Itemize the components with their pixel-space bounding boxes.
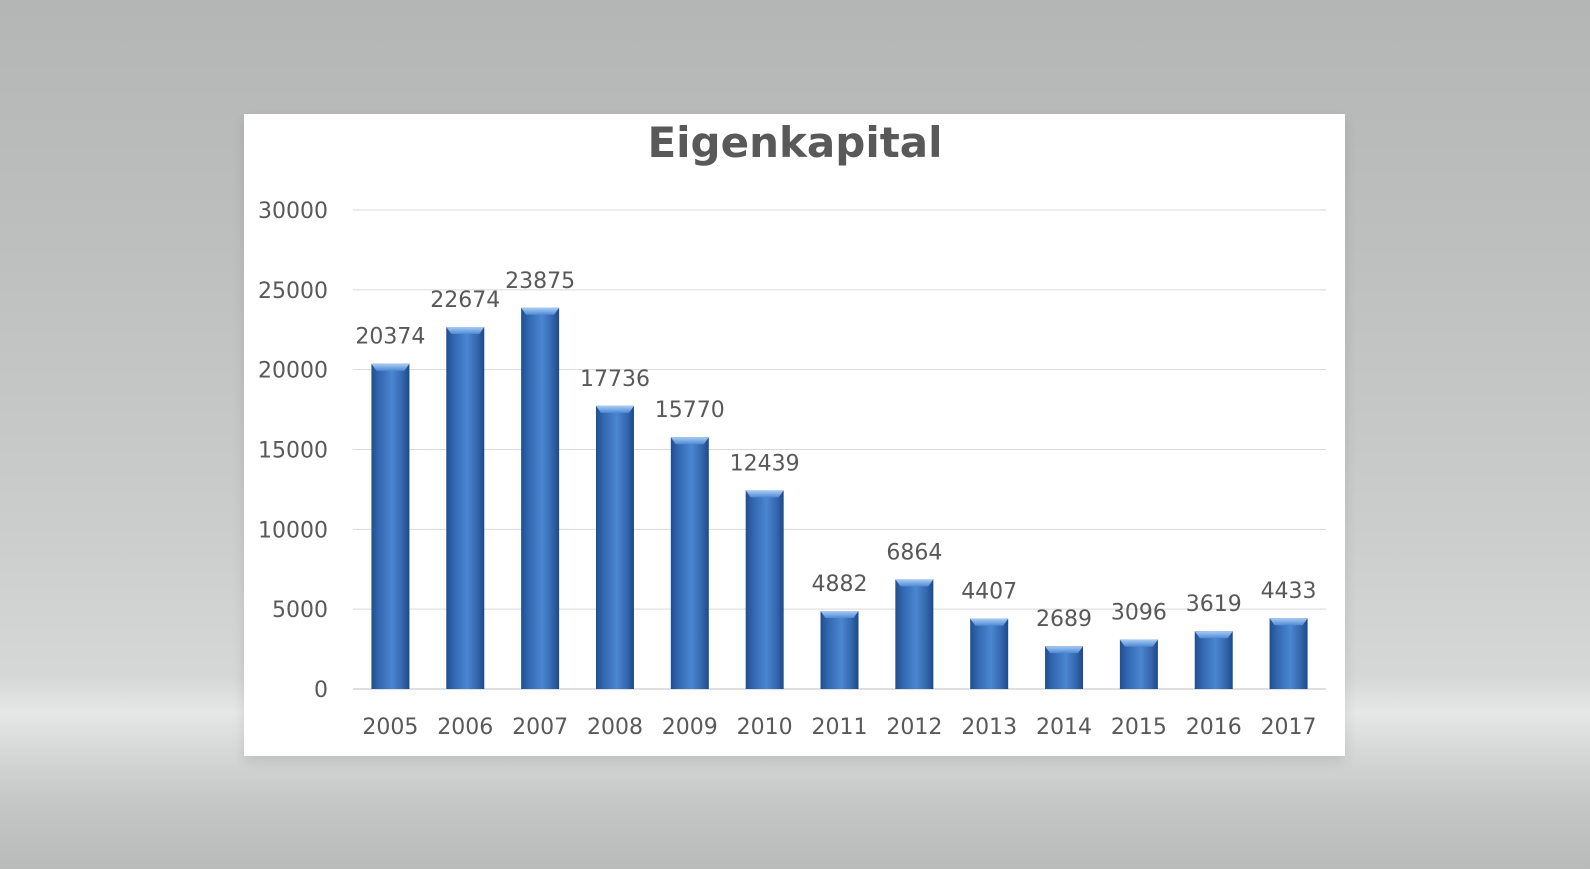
y-axis-ticks: 0 5000 10000 15000 20000 25000 30000: [258, 199, 328, 703]
data-label: 6864: [886, 540, 942, 565]
bar-top-highlight: [745, 490, 784, 498]
bar-top-highlight: [446, 326, 485, 334]
y-tick-label: 0: [314, 678, 328, 703]
x-tick-label: 2011: [812, 715, 868, 740]
gridlines: [353, 209, 1326, 690]
bar-top-highlight: [970, 618, 1009, 626]
bar: [895, 579, 934, 689]
x-tick-label: 2007: [512, 715, 568, 740]
bar-top-highlight: [595, 405, 634, 413]
data-label: 4433: [1261, 579, 1317, 604]
data-label: 12439: [730, 451, 800, 476]
bar: [820, 611, 859, 689]
bar-top-highlight: [895, 579, 934, 587]
y-tick-label: 5000: [272, 598, 328, 623]
x-tick-label: 2010: [737, 715, 793, 740]
bar-top-highlight: [1269, 618, 1308, 626]
data-label: 20374: [355, 325, 425, 350]
bar: [1194, 631, 1233, 689]
x-tick-label: 2008: [587, 715, 643, 740]
data-label: 17736: [580, 367, 650, 392]
data-label: 2689: [1036, 607, 1092, 632]
x-tick-label: 2016: [1186, 715, 1242, 740]
bars: [371, 307, 1308, 689]
x-tick-label: 2005: [362, 715, 418, 740]
y-tick-label: 30000: [258, 199, 328, 224]
bar-top-highlight: [820, 611, 859, 619]
bar-top-highlight: [371, 363, 410, 371]
x-tick-label: 2009: [662, 715, 718, 740]
chart-card: [244, 114, 1345, 756]
data-label: 15770: [655, 398, 725, 423]
x-tick-label: 2013: [961, 715, 1017, 740]
data-label: 22674: [430, 288, 500, 313]
x-tick-label: 2017: [1261, 715, 1317, 740]
bar-top-highlight: [1194, 631, 1233, 639]
data-label: 3619: [1186, 592, 1242, 617]
bar-top-highlight: [521, 307, 560, 315]
chart-title: Eigenkapital: [647, 118, 943, 167]
data-label: 4882: [812, 572, 868, 597]
data-label: 23875: [505, 269, 575, 294]
bar: [1269, 618, 1308, 689]
bar: [595, 405, 634, 689]
bar: [1119, 639, 1158, 689]
bar: [371, 363, 410, 689]
data-label: 3096: [1111, 601, 1167, 626]
y-tick-label: 10000: [258, 518, 328, 543]
bar: [670, 437, 709, 689]
bar: [446, 326, 485, 689]
x-tick-label: 2012: [886, 715, 942, 740]
bar: [745, 490, 784, 689]
x-tick-label: 2006: [437, 715, 493, 740]
bar: [1045, 646, 1084, 689]
bar: [970, 618, 1009, 689]
bar-top-highlight: [1119, 639, 1158, 647]
y-tick-label: 15000: [258, 439, 328, 464]
data-label: 4407: [961, 580, 1017, 605]
bar-top-highlight: [1045, 646, 1084, 654]
bar: [521, 307, 560, 689]
x-axis-ticks: 2005 2006 2007 2008 2009 2010 2011 2012 2013 2014…: [362, 715, 1316, 740]
y-tick-label: 20000: [258, 359, 328, 384]
bar-top-highlight: [670, 437, 709, 445]
x-tick-label: 2015: [1111, 715, 1167, 740]
x-tick-label: 2014: [1036, 715, 1092, 740]
y-tick-label: 25000: [258, 279, 328, 304]
